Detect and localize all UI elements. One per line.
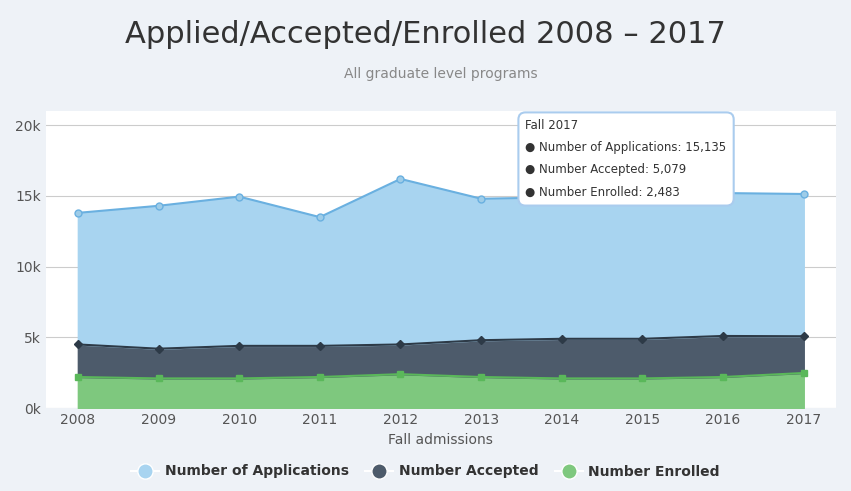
- Text: All graduate level programs: All graduate level programs: [344, 67, 538, 82]
- Text: Fall 2017
● Number of Applications: 15,135
● Number Accepted: 5,079
● Number Enr: Fall 2017 ● Number of Applications: 15,1…: [525, 119, 727, 198]
- X-axis label: Fall admissions: Fall admissions: [388, 433, 494, 446]
- Legend: Number of Applications, Number Accepted, Number Enrolled: Number of Applications, Number Accepted,…: [126, 459, 725, 484]
- Text: Applied/Accepted/Enrolled 2008 – 2017: Applied/Accepted/Enrolled 2008 – 2017: [125, 20, 726, 49]
